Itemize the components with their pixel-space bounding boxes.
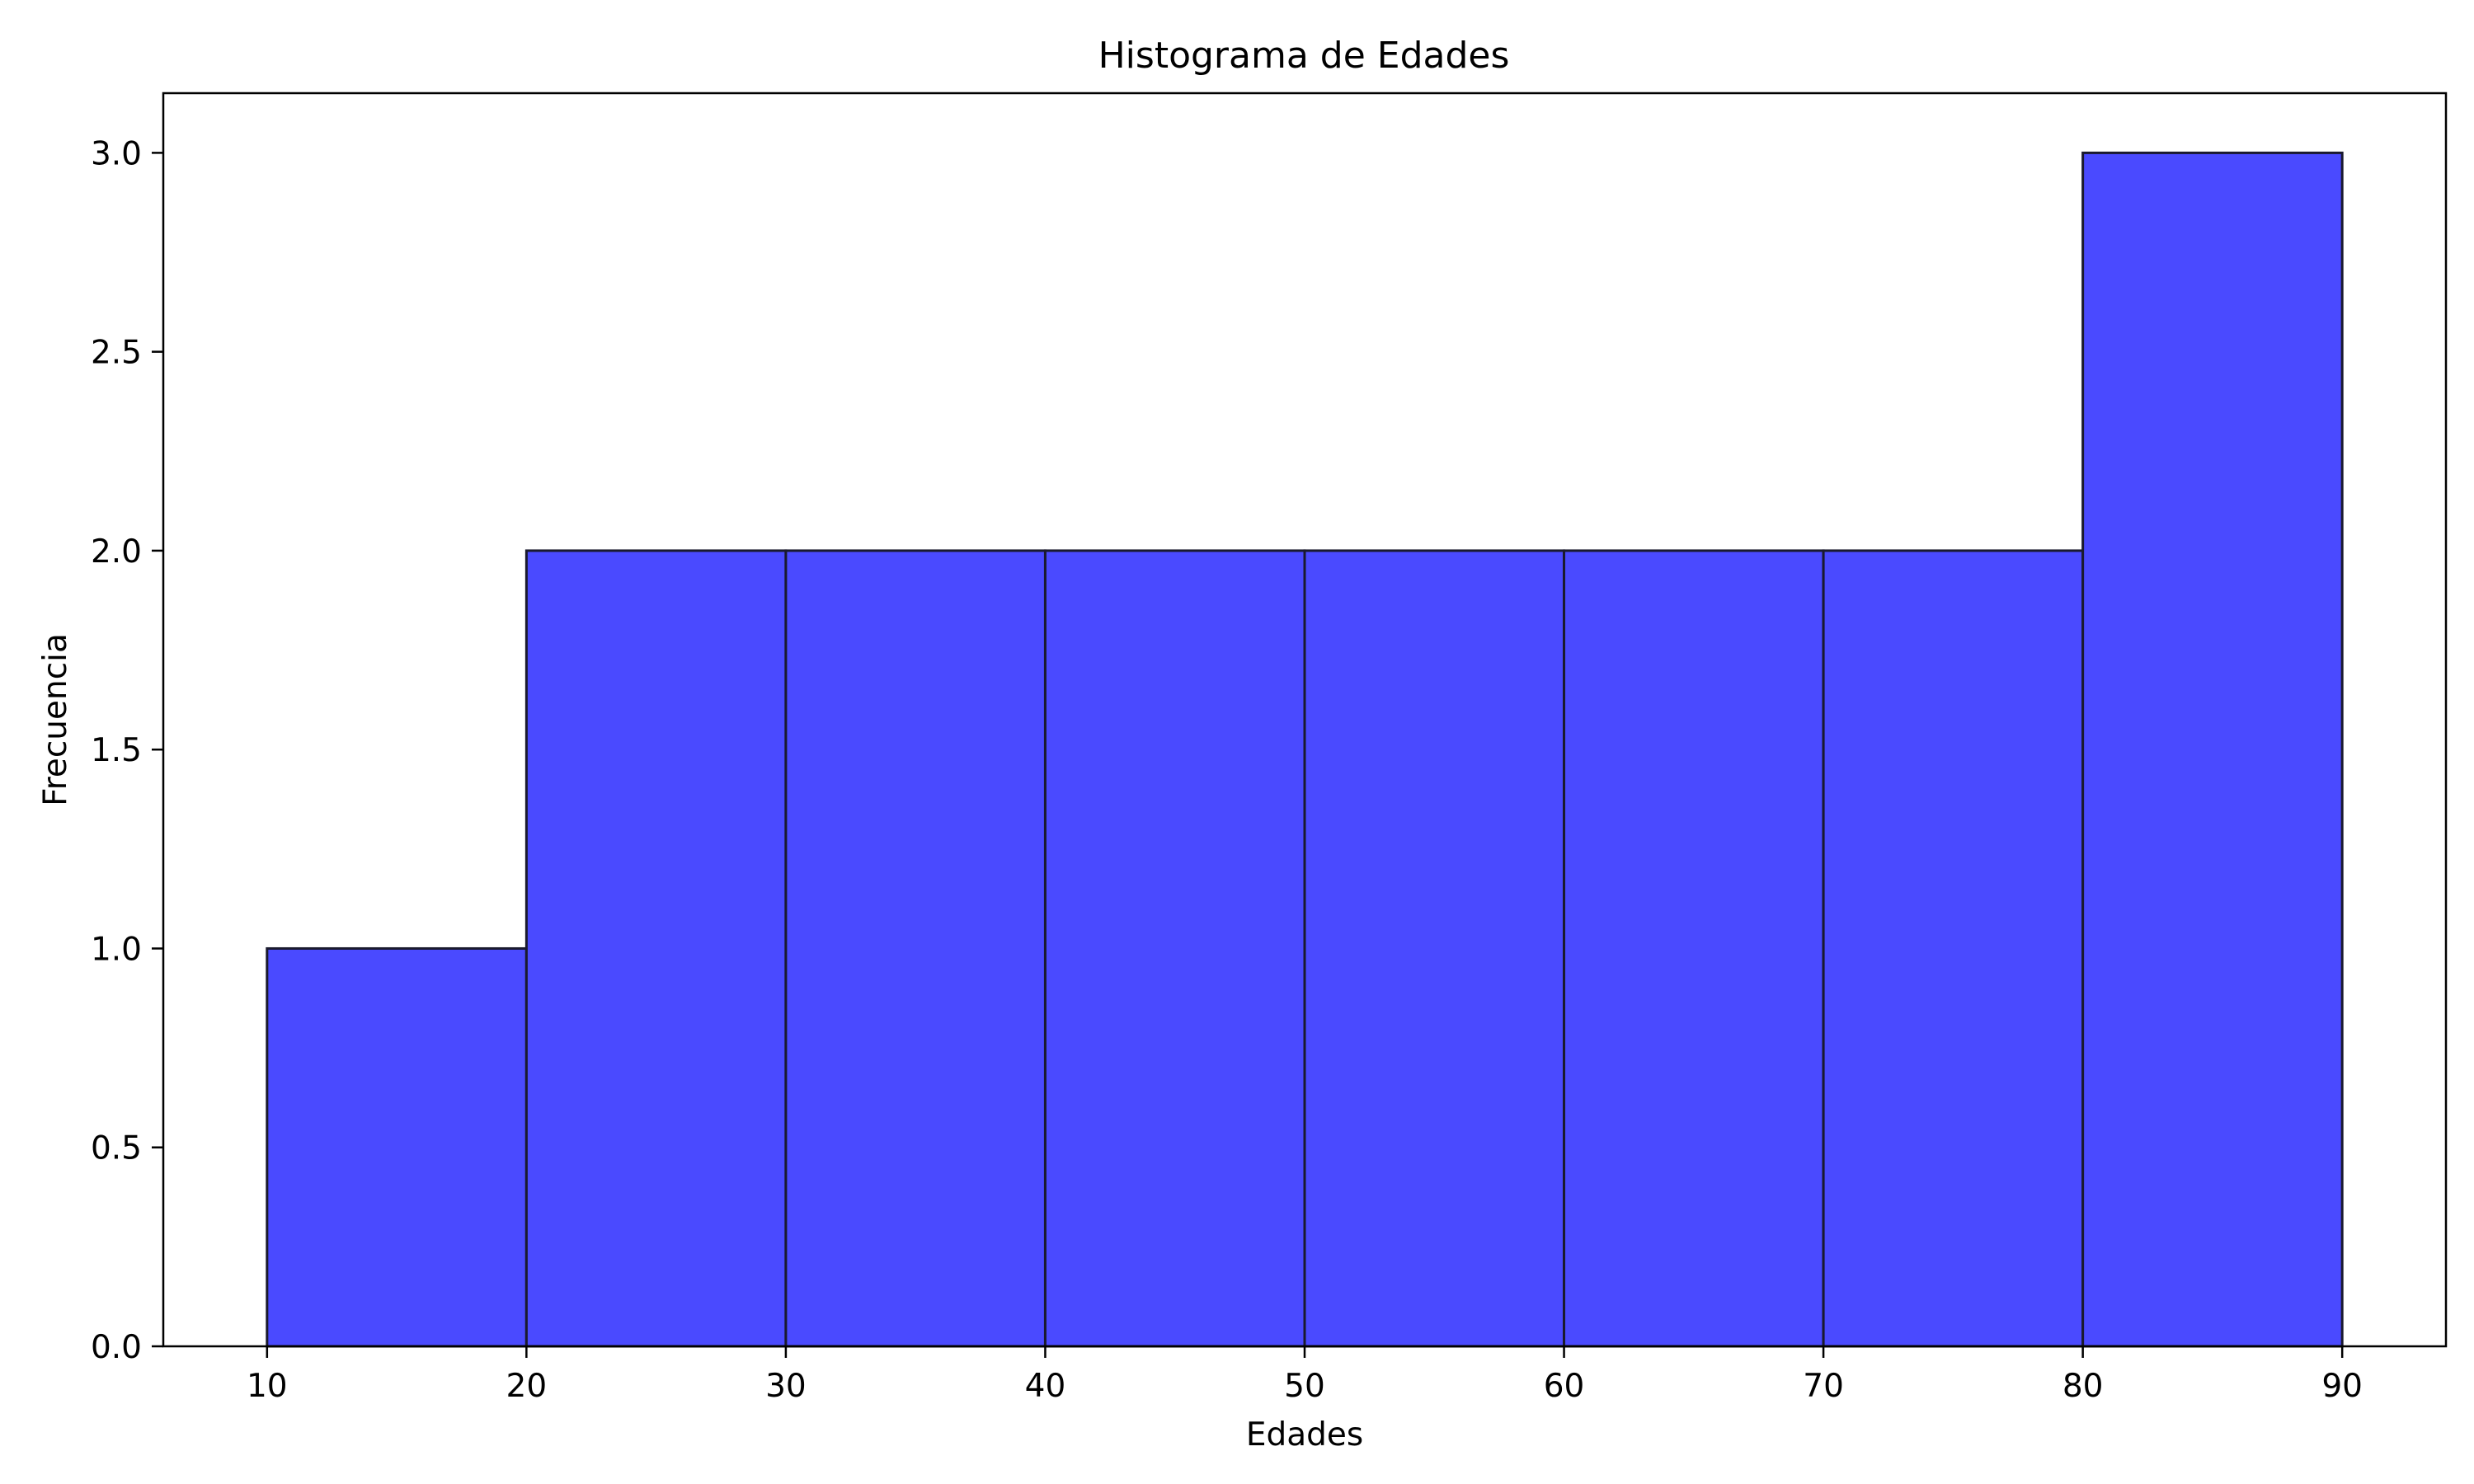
x-axis-ticks: 10 20 30 40 50 60 70 80 90 <box>247 1346 2363 1405</box>
y-tick-label: 2.5 <box>91 335 142 372</box>
histogram-bar-30-40 <box>784 549 1047 1348</box>
y-tick-label: 3.0 <box>91 135 142 172</box>
bars-group <box>266 151 2344 1348</box>
histogram-bar-60-70 <box>1563 549 1825 1348</box>
chart-title: Histograma de Edades <box>1098 35 1510 77</box>
x-tick-label: 90 <box>2321 1368 2363 1405</box>
y-tick-label: 0.5 <box>91 1130 142 1167</box>
x-tick-label: 20 <box>506 1368 548 1405</box>
histogram-bar-70-80 <box>1822 549 2085 1348</box>
x-tick-label: 50 <box>1284 1368 1325 1405</box>
x-tick-label: 10 <box>247 1368 288 1405</box>
x-tick-label: 60 <box>1544 1368 1585 1405</box>
histogram-bar-40-50 <box>1043 549 1306 1348</box>
y-tick-label: 2.0 <box>91 533 142 571</box>
y-tick-label: 1.0 <box>91 931 142 968</box>
y-tick-label: 0.0 <box>91 1329 142 1366</box>
y-tick-label: 1.5 <box>91 732 142 769</box>
x-tick-label: 30 <box>765 1368 807 1405</box>
x-tick-label: 70 <box>1803 1368 1844 1405</box>
y-axis-label: Frecuencia <box>37 633 74 806</box>
x-tick-label: 80 <box>2062 1368 2104 1405</box>
x-axis-label: Edades <box>1246 1416 1363 1453</box>
histogram-bar-10-20 <box>266 946 528 1348</box>
histogram-bar-50-60 <box>1303 549 1566 1348</box>
histogram-bar-80-90 <box>2081 151 2344 1348</box>
y-axis-ticks: 0.0 0.5 1.0 1.5 2.0 2.5 3.0 <box>91 135 163 1366</box>
histogram-bar-20-30 <box>524 549 788 1348</box>
x-tick-label: 40 <box>1025 1368 1066 1405</box>
